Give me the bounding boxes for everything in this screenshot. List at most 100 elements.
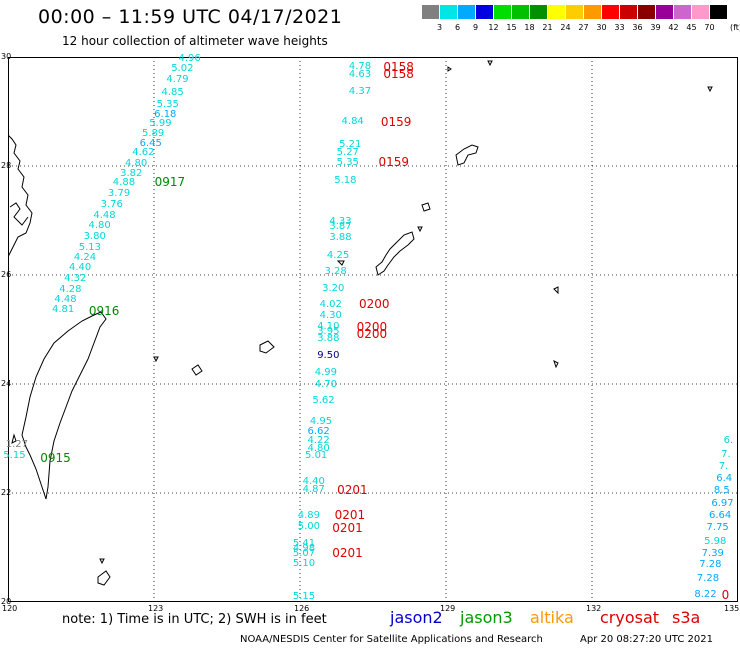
scale-swatch [656, 5, 673, 19]
scale-label: 30 [596, 23, 607, 32]
header-title: 00:00 – 11:59 UTC 04/17/2021 [38, 6, 343, 28]
wave-height-label: 6. [723, 435, 734, 447]
map-frame [8, 57, 738, 602]
wave-height-label: 4.70 [314, 379, 338, 391]
wave-height-label: 3.79 [107, 188, 131, 200]
wave-height-label: 4.88 [112, 177, 136, 189]
scale-swatch [458, 5, 475, 19]
wave-height-label: 7.39 [701, 548, 724, 560]
wave-height-label: 3.95 [317, 326, 340, 338]
lat-label: 28 [1, 161, 12, 170]
lon-label: 120 [2, 604, 18, 613]
wave-height-label: 4.63 [348, 68, 372, 80]
wave-height-label: 5.35 [156, 98, 179, 110]
pass-time-label: 0201 [332, 520, 363, 535]
wave-height-label: 8.22 [694, 589, 717, 601]
wave-height-label: 6.4 [716, 473, 733, 485]
wave-height-label: 5.15 [292, 590, 316, 602]
pass-time-label: 0158 [383, 67, 414, 82]
pass-time-label: 0200 [356, 320, 388, 335]
scale-label: 27 [578, 23, 589, 32]
wave-height-label: 4.84 [341, 116, 364, 128]
wave-height-label: 4.87 [302, 484, 325, 496]
wave-height-label: 6.45 [139, 138, 162, 150]
taiwan-outline [21, 311, 107, 500]
wave-height-label: 7.28 [699, 558, 722, 570]
lat-label: 20 [1, 597, 12, 606]
wave-height-label: 4.48 [93, 209, 116, 221]
wave-height-label: 9.50 [317, 349, 340, 361]
wave-height-label: 4.99 [314, 367, 338, 379]
header-subtitle: 12 hour collection of altimeter wave hei… [62, 34, 328, 48]
lat-label: 26 [1, 270, 12, 279]
china-coastline-north [9, 202, 29, 226]
pass-time-label: 0201 [337, 483, 368, 498]
wave-height-label: 4.62 [132, 147, 155, 159]
small-island-1 [487, 60, 493, 67]
scale-swatch [638, 5, 655, 19]
daito-island [553, 286, 559, 295]
wave-height-label: 4.32 [64, 273, 87, 285]
wave-height-label: 3.87 [329, 221, 352, 233]
wave-height-label: 4.98 [292, 543, 316, 555]
wave-height-label: 4.95 [309, 416, 333, 428]
pass-time-label: 0917 [154, 175, 186, 190]
miyako-island [191, 364, 203, 376]
small-island-2 [447, 66, 452, 72]
map-panel [8, 57, 738, 602]
scale-label: 12 [488, 23, 499, 32]
pass-time-label: 0201 [334, 507, 366, 522]
wave-height-label: 7.28 [696, 573, 720, 585]
small-island-3 [417, 226, 423, 233]
wave-height-label: 5.89 [142, 128, 165, 140]
scale-swatch [512, 5, 529, 19]
wave-height-label: 7.75 [706, 522, 729, 534]
wave-height-label: 6.62 [307, 425, 330, 437]
scale-label: 39 [650, 23, 661, 32]
wave-height-label: 5.02 [171, 62, 194, 74]
wave-height-label: 4.37 [348, 86, 372, 98]
wave-height-label: 5.18 [334, 175, 357, 187]
wave-height-label: 3.88 [317, 333, 340, 345]
scale-swatch [494, 5, 511, 19]
wave-height-label: 4.80 [124, 157, 148, 169]
wave-height-label: 4.80 [307, 443, 330, 455]
wave-height-label: 5.01 [305, 449, 328, 461]
kumejima-island [336, 260, 345, 266]
wave-height-label: 4.10 [317, 320, 340, 332]
small-island-5 [99, 558, 105, 565]
pass-time-label: 0916 [88, 303, 120, 318]
wave-height-label: 4.81 [51, 304, 75, 316]
china-coastline [8, 134, 33, 258]
wave-height-label: 3.20 [322, 282, 345, 294]
wave-height-label: 1.27 [5, 439, 28, 451]
wave-height-label: 4.79 [166, 73, 189, 85]
wave-height-label: 4.28 [59, 284, 82, 296]
wave-height-label: 5.15 [3, 449, 26, 461]
scale-label: 24 [560, 23, 571, 32]
wave-height-label: 5.21 [339, 139, 362, 151]
scale-label: 15 [506, 23, 517, 32]
scale-swatch [548, 5, 565, 19]
wave-height-label: 7. [718, 460, 729, 472]
pass-time-label: 0159 [378, 155, 409, 170]
wave-height-label: 4.85 [161, 86, 184, 98]
scale-swatch [674, 5, 691, 19]
scale-label: 21 [542, 23, 553, 32]
yonaguni-island [153, 356, 159, 363]
scale-label: 33 [614, 23, 625, 32]
wave-height-label: 7. [721, 448, 731, 460]
wave-height-label: 4.80 [88, 220, 111, 232]
wave-height-label: 5.41 [292, 538, 316, 550]
pass-time-label: 0158 [383, 59, 414, 74]
scale-swatch [602, 5, 619, 19]
legend-jason2: jason2 [390, 608, 443, 627]
wave-height-label: 5.35 [336, 156, 359, 168]
wave-height-label: 5.10 [292, 557, 316, 569]
wave-height-label: 6.64 [708, 509, 732, 521]
tokuno-island [421, 202, 431, 212]
pass-time-label: 0201 [332, 545, 363, 560]
scale-swatch [620, 5, 637, 19]
scale-label: 3 [436, 23, 443, 32]
